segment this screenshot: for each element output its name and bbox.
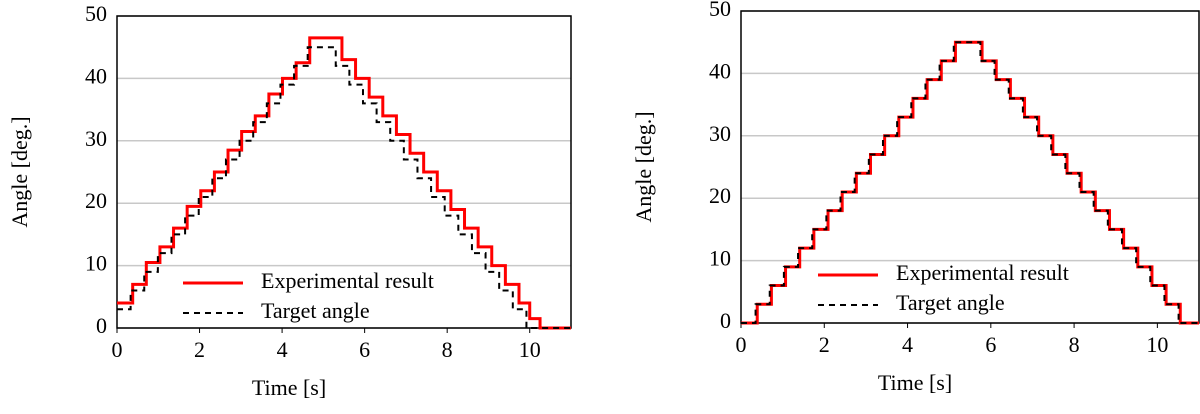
x-axis-title: Time [s] xyxy=(878,370,952,395)
y-axis-title: Angle [deg.] xyxy=(7,116,32,227)
y-tick-label: 40 xyxy=(709,58,731,83)
plot-frame xyxy=(740,10,1200,324)
legend-label: Target angle xyxy=(261,298,370,323)
legend-label: Experimental result xyxy=(261,268,434,293)
x-tick-label: 0 xyxy=(736,332,747,357)
y-tick-label: 0 xyxy=(96,313,107,338)
y-tick-label: 30 xyxy=(709,121,731,146)
y-tick-label: 0 xyxy=(720,308,731,333)
series-line xyxy=(741,41,1199,324)
x-tick-label: 6 xyxy=(359,337,370,362)
plot-frame xyxy=(116,15,572,329)
x-tick-label: 8 xyxy=(1069,332,1080,357)
x-tick-label: 2 xyxy=(194,337,205,362)
x-tick-label: 8 xyxy=(442,337,453,362)
x-tick-label: 10 xyxy=(519,337,541,362)
x-tick-label: 6 xyxy=(985,332,996,357)
y-tick-label: 30 xyxy=(85,126,107,151)
x-tick-label: 4 xyxy=(277,337,288,362)
x-tick-label: 4 xyxy=(902,332,913,357)
y-tick-label: 50 xyxy=(85,1,107,26)
series-line xyxy=(117,46,571,329)
x-tick-label: 0 xyxy=(112,337,123,362)
x-axis-title: Time [s] xyxy=(252,375,326,400)
legend-label: Experimental result xyxy=(896,260,1069,285)
x-tick-label: 2 xyxy=(819,332,830,357)
y-tick-label: 20 xyxy=(85,188,107,213)
series-line xyxy=(117,36,571,330)
y-tick-label: 50 xyxy=(709,0,731,21)
y-tick-label: 10 xyxy=(709,246,731,271)
y-tick-label: 40 xyxy=(85,63,107,88)
y-tick-label: 20 xyxy=(709,183,731,208)
x-tick-label: 10 xyxy=(1146,332,1168,357)
y-axis-title: Angle [deg.] xyxy=(631,111,656,222)
y-tick-label: 10 xyxy=(85,251,107,276)
legend-label: Target angle xyxy=(896,290,1005,315)
